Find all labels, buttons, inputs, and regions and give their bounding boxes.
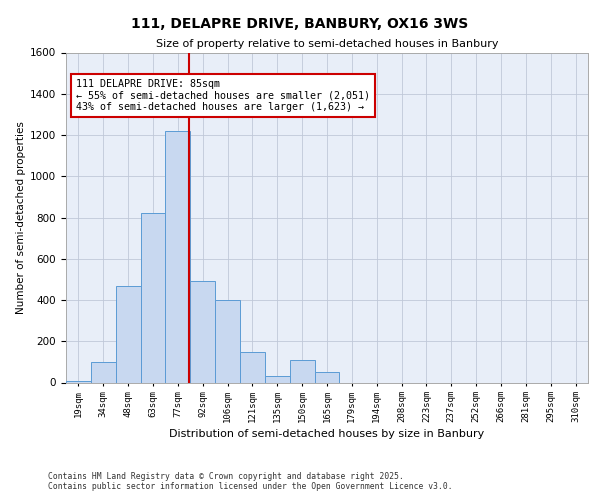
X-axis label: Distribution of semi-detached houses by size in Banbury: Distribution of semi-detached houses by …: [169, 430, 485, 440]
Bar: [314, 372, 340, 382]
Y-axis label: Number of semi-detached properties: Number of semi-detached properties: [16, 121, 26, 314]
Text: Contains HM Land Registry data © Crown copyright and database right 2025.
Contai: Contains HM Land Registry data © Crown c…: [48, 472, 452, 491]
Bar: [290, 360, 314, 382]
Text: 111, DELAPRE DRIVE, BANBURY, OX16 3WS: 111, DELAPRE DRIVE, BANBURY, OX16 3WS: [131, 18, 469, 32]
Text: 111 DELAPRE DRIVE: 85sqm
← 55% of semi-detached houses are smaller (2,051)
43% o: 111 DELAPRE DRIVE: 85sqm ← 55% of semi-d…: [76, 79, 370, 112]
Bar: [265, 376, 290, 382]
Title: Size of property relative to semi-detached houses in Banbury: Size of property relative to semi-detach…: [156, 39, 498, 49]
Bar: [140, 214, 166, 382]
Bar: [190, 282, 215, 382]
Bar: [91, 362, 116, 382]
Bar: [116, 286, 140, 382]
Bar: [166, 131, 190, 382]
Bar: [240, 352, 265, 382]
Bar: [215, 300, 240, 382]
